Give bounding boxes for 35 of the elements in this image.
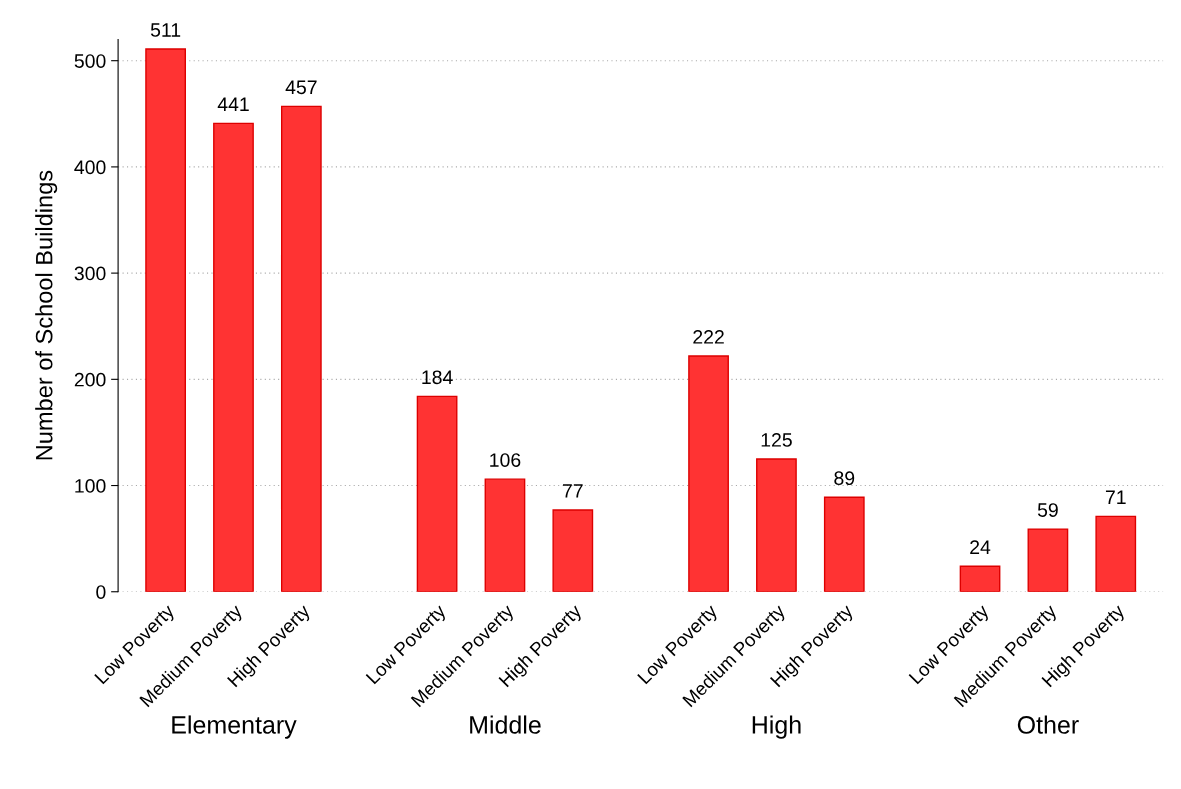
bar — [688, 355, 729, 592]
data-label: 441 — [217, 97, 249, 111]
data-label: 222 — [693, 330, 724, 344]
data-label: 511 — [150, 23, 181, 37]
text: Middle — [470, 715, 541, 734]
data-label: 24 — [970, 540, 991, 554]
data-label: 184 — [422, 370, 453, 385]
bar — [1027, 528, 1069, 592]
data-label: 125 — [761, 433, 792, 447]
data-label: 77 — [563, 484, 583, 498]
y-axis-title: Number of School Buildings — [35, 170, 58, 460]
y-tick-label: 300 — [74, 266, 106, 281]
bar — [145, 48, 186, 592]
data-label: 71 — [1105, 490, 1126, 504]
data-label: 457 — [285, 80, 317, 95]
bar — [959, 565, 1001, 592]
bar — [1095, 515, 1137, 592]
y-tick-label: 100 — [75, 479, 106, 493]
y-tick-label: 0 — [96, 585, 106, 599]
y-tick-label: 500 — [74, 54, 106, 68]
data-label: 89 — [834, 471, 855, 486]
bar — [416, 395, 458, 592]
bar — [823, 496, 865, 592]
data-label: 59 — [1037, 503, 1058, 517]
data-label: 106 — [490, 453, 521, 467]
y-tick-label: 200 — [74, 372, 106, 387]
text: Other — [1017, 715, 1079, 734]
bar — [552, 509, 594, 592]
y-tick-label: 400 — [74, 160, 106, 175]
text: Elementary — [172, 715, 297, 739]
bar — [280, 105, 322, 592]
bar — [756, 458, 797, 592]
bar — [484, 478, 526, 592]
bar — [213, 122, 254, 592]
text: High — [752, 715, 801, 739]
